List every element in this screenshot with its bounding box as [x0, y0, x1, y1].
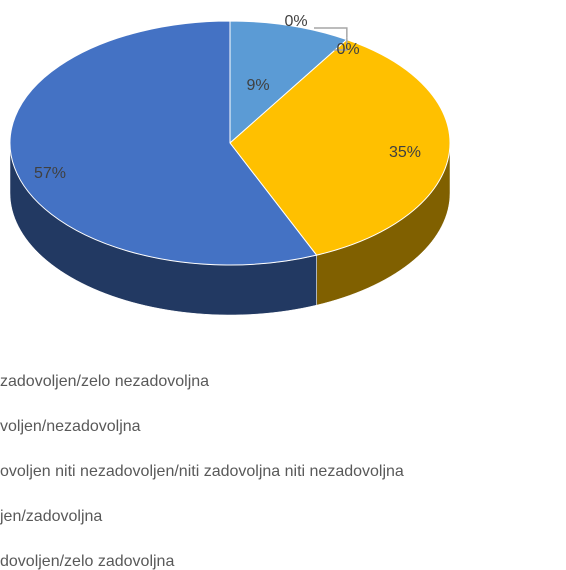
legend-label: dovoljen/zelo zadovoljna [0, 553, 174, 570]
data-label: 35% [389, 144, 421, 161]
pie-slice [229, 39, 451, 256]
data-label: 0% [284, 13, 307, 30]
pie-slice [229, 20, 348, 145]
data-label: 9% [246, 77, 269, 94]
legend-label: zadovoljen/zelo nezadovoljna [0, 373, 209, 390]
legend-label: voljen/nezadovoljna [0, 418, 141, 435]
legend-label: ovoljen niti nezadovoljen/niti zadovoljn… [0, 463, 404, 480]
data-label: 57% [34, 165, 66, 182]
leader-line [314, 27, 348, 38]
legend-label: jen/zadovoljna [0, 508, 102, 525]
pie-slice [9, 20, 318, 266]
data-label: 0% [336, 41, 359, 58]
leader-line [334, 37, 348, 51]
